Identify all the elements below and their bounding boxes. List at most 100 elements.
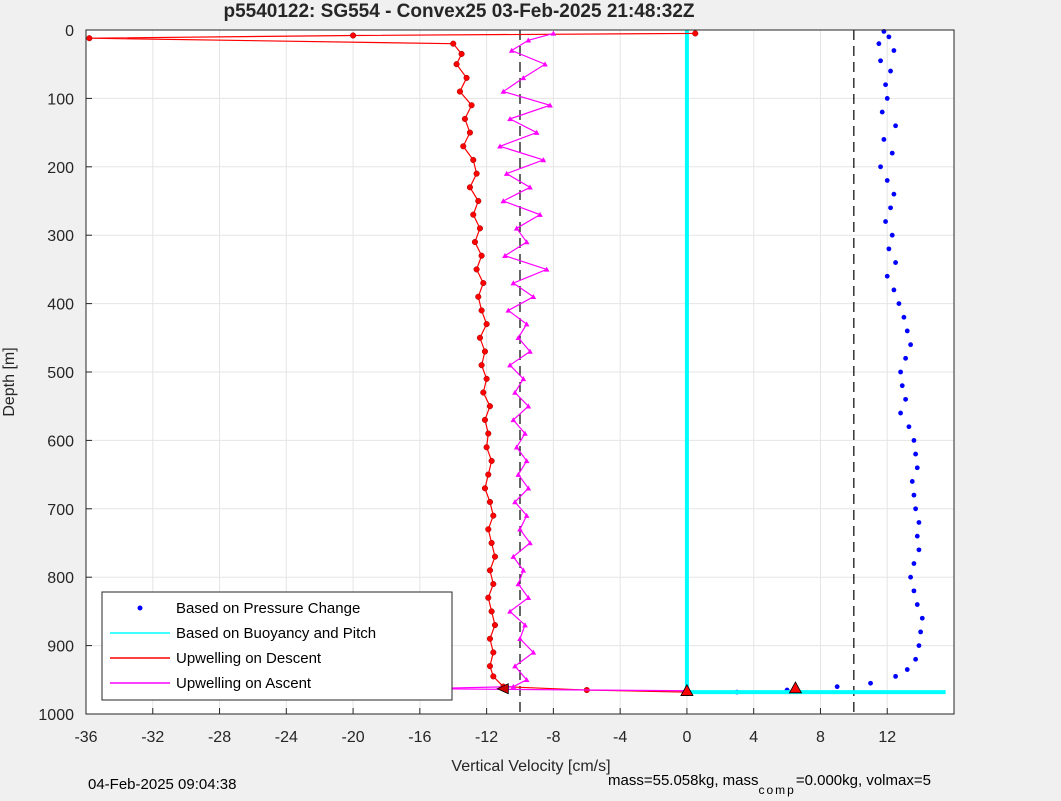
y-tick-label: 900 xyxy=(47,639,74,656)
ascent-point xyxy=(522,622,528,628)
descent-point xyxy=(461,115,468,122)
pressure-point xyxy=(911,438,917,443)
descent-point xyxy=(478,307,485,314)
descent-point xyxy=(86,35,93,42)
descent-point xyxy=(466,129,473,136)
footer-mass: mass=55.058kg, masscomp=0.000kg, volmax=… xyxy=(608,772,931,797)
pressure-point xyxy=(908,342,913,348)
ascent-point xyxy=(527,184,533,190)
descent-point xyxy=(473,170,480,177)
legend: Based on Pressure Change Based on Buoyan… xyxy=(101,591,453,701)
pressure-point xyxy=(914,602,920,607)
ascent-point xyxy=(513,225,520,231)
y-tick-label: 500 xyxy=(47,365,74,382)
descent-point xyxy=(475,293,482,300)
ascent-point xyxy=(523,458,530,464)
descent-point xyxy=(466,184,473,191)
pressure-point xyxy=(908,574,913,580)
pressure-point xyxy=(904,667,910,672)
descent-point xyxy=(478,362,485,369)
reference-lines xyxy=(519,30,855,714)
descent-point xyxy=(463,74,470,81)
ascent-point xyxy=(525,485,532,491)
ascent-point xyxy=(510,280,517,286)
ascent-point xyxy=(520,376,527,382)
ascent-point xyxy=(507,362,513,368)
x-tick-label: 8 xyxy=(816,729,825,746)
pressure-point xyxy=(913,451,919,457)
series-3 xyxy=(417,30,690,693)
x-tick-label: -4 xyxy=(613,729,627,746)
pressure-point xyxy=(878,164,883,170)
footer-mass-sub: comp xyxy=(758,783,796,797)
legend-label-descent: Upwelling on Descent xyxy=(176,650,322,667)
legend-label-ascent: Upwelling on Ascent xyxy=(176,675,312,692)
descent-point xyxy=(460,143,467,150)
descent-point xyxy=(468,102,475,109)
x-tick-label: -8 xyxy=(546,729,560,746)
pressure-point xyxy=(889,150,895,156)
pressure-point xyxy=(884,96,890,101)
ascent-point xyxy=(530,649,537,655)
x-tick-label: -24 xyxy=(275,729,298,746)
ascent-point xyxy=(510,553,517,559)
pressure-point xyxy=(913,656,919,662)
pressure-point xyxy=(899,383,905,389)
y-tick-label: 100 xyxy=(47,91,74,108)
ascent-line xyxy=(419,32,687,692)
pressure-point xyxy=(893,123,898,129)
ascent-point xyxy=(537,211,543,217)
ascent-point xyxy=(505,307,512,313)
pressure-point xyxy=(888,205,893,211)
x-tick-label: 4 xyxy=(749,729,758,746)
y-tick-label: 200 xyxy=(47,160,74,177)
descent-point xyxy=(488,539,495,547)
special-marker xyxy=(496,683,509,695)
legend-box xyxy=(101,591,453,701)
descent-point xyxy=(476,225,483,232)
chart-title: p5540122: SG554 - Convex25 03-Feb-2025 2… xyxy=(223,1,694,22)
pressure-point xyxy=(906,424,912,430)
footer-date: 04-Feb-2025 09:04:38 xyxy=(88,776,237,793)
pressure-point xyxy=(903,355,908,361)
ascent-point xyxy=(515,471,522,477)
descent-point xyxy=(485,594,492,601)
y-tick-label: 700 xyxy=(47,502,74,519)
descent-point xyxy=(475,197,482,205)
pressure-point xyxy=(834,684,840,690)
ascent-point xyxy=(507,608,513,614)
pressure-point xyxy=(898,369,903,375)
y-tick-label: 0 xyxy=(65,23,74,40)
legend-swatch-pressure xyxy=(137,605,143,611)
descent-point xyxy=(483,375,490,382)
ascent-point xyxy=(497,143,503,149)
footer-mass-prefix: mass=55.058kg, mass xyxy=(608,772,759,789)
descent-point xyxy=(471,238,478,246)
ascent-point xyxy=(540,157,547,163)
ascent-point xyxy=(527,348,533,354)
ascent-point xyxy=(525,594,532,600)
pressure-point xyxy=(883,82,888,88)
ascent-point xyxy=(533,129,540,135)
descent-point xyxy=(692,30,699,37)
descent-point xyxy=(481,348,488,355)
ascent-point xyxy=(523,512,530,518)
ascent-point xyxy=(523,321,530,327)
ascent-point xyxy=(502,252,508,258)
pressure-point xyxy=(891,287,897,293)
pressure-point xyxy=(889,232,895,238)
descent-point xyxy=(485,526,492,533)
descent-point xyxy=(485,471,492,478)
descent-point xyxy=(458,50,465,57)
special-marker xyxy=(788,681,803,694)
ascent-point xyxy=(517,635,523,641)
ascent-point xyxy=(523,677,530,683)
descent-point xyxy=(481,416,488,423)
ascent-point xyxy=(523,239,530,245)
markers-layer xyxy=(496,681,803,696)
pressure-point xyxy=(878,58,883,64)
descent-point xyxy=(488,608,495,615)
pressure-point xyxy=(879,109,885,115)
descent-point xyxy=(490,673,497,680)
pressure-point xyxy=(914,533,920,539)
